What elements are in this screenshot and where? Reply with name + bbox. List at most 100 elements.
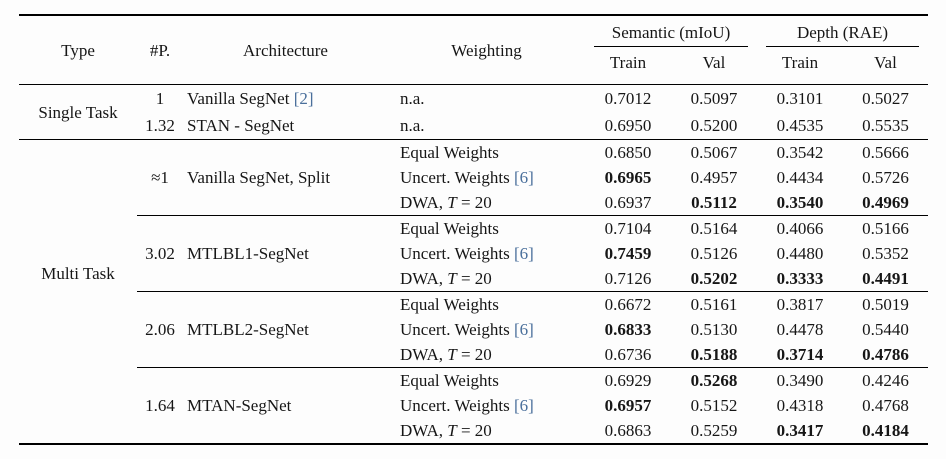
citation-link[interactable]: [6] [514, 244, 534, 263]
cell-sem-train: 0.6833 [604, 320, 652, 339]
table-row: DWA, T = 20 0.6736 0.5188 0.3714 0.4786 [19, 342, 928, 368]
cell-sem-val: 0.5152 [690, 396, 738, 415]
table-row: 1.64 MTAN-SegNet Equal Weights 0.6929 0.… [19, 367, 928, 444]
cell-depth-val: 0.5440 [862, 320, 909, 339]
cell-sem-train: 0.6965 [604, 168, 652, 187]
depth-group-label: Depth (RAE) [766, 23, 919, 47]
math-T: T [447, 421, 457, 440]
cell-weighting: DWA, T = 20 [388, 342, 585, 368]
cell-sem-val: 0.5067 [671, 139, 757, 165]
weighting-label-suffix: = 20 [460, 345, 492, 364]
citation-link[interactable]: [2] [293, 89, 314, 108]
cell-sem-val: 0.5259 [690, 421, 738, 440]
cell-sem-train: 0.7104 [585, 215, 671, 241]
cell-sem-train: 0.6850 [585, 139, 671, 165]
table-row: Uncert. Weights [6] 0.6833 0.5130 0.4478… [19, 317, 928, 342]
table-header: Type #P. Architecture Weighting Semantic… [19, 15, 928, 85]
cell-depth-train: 0.3542 [757, 139, 843, 165]
cell-params: ≈1 [137, 139, 183, 216]
weighting-label-suffix: = 20 [460, 193, 492, 212]
cell-sem-train: 0.6937 [604, 193, 652, 212]
col-header-type: Type [19, 15, 137, 85]
math-T: T [447, 269, 457, 288]
citation-link[interactable]: [6] [514, 396, 534, 415]
citation-link[interactable]: [6] [514, 320, 534, 339]
cell-depth-val: 0.5019 [843, 291, 928, 317]
weighting-label: DWA, [400, 421, 443, 440]
cell-sem-train: 0.6863 [604, 421, 652, 440]
weighting-label: DWA, [400, 193, 443, 212]
cell-depth-train: 0.3490 [757, 367, 843, 393]
cell-depth-val: 0.5726 [862, 168, 909, 187]
cell-weighting: Equal Weights [388, 291, 585, 317]
cell-sem-val: 0.5112 [691, 193, 737, 212]
cell-sem-train: 0.6736 [604, 345, 652, 364]
cell-weighting: DWA, T = 20 [388, 266, 585, 292]
cell-weighting: Uncert. Weights [6] [388, 317, 585, 342]
cell-sem-val: 0.5200 [690, 116, 738, 135]
cell-depth-train: 0.3417 [776, 421, 824, 440]
table-row: Uncert. Weights [6] 0.6965 0.4957 0.4434… [19, 165, 928, 190]
cell-sem-val: 0.5164 [671, 215, 757, 241]
cell-sem-val: 0.5202 [690, 269, 738, 288]
table-row: Uncert. Weights [6] 0.7459 0.5126 0.4480… [19, 241, 928, 266]
cell-sem-train: 0.7126 [604, 269, 652, 288]
semantic-group-label: Semantic (mIoU) [594, 23, 748, 47]
col-header-depth-val: Val [843, 47, 928, 85]
cell-architecture: Vanilla SegNet [2] [183, 85, 388, 113]
math-T: T [447, 345, 457, 364]
table-row: 1.32 STAN - SegNet n.a. 0.6950 0.5200 0.… [19, 112, 928, 140]
cell-architecture: Vanilla SegNet, Split [183, 139, 388, 216]
cell-weighting: Equal Weights [388, 367, 585, 393]
col-header-weighting: Weighting [388, 15, 585, 85]
math-T: T [447, 193, 457, 212]
cell-weighting: n.a. [400, 89, 425, 108]
cell-sem-val: 0.5161 [671, 291, 757, 317]
table-row: DWA, T = 20 0.7126 0.5202 0.3333 0.4491 [19, 266, 928, 292]
cell-depth-train: 0.4480 [776, 244, 824, 263]
cell-depth-val: 0.5535 [862, 116, 909, 135]
cell-architecture: STAN - SegNet [187, 116, 295, 135]
cell-sem-val: 0.4957 [690, 168, 738, 187]
cell-sem-train: 0.7012 [604, 89, 652, 108]
cell-sem-train: 0.6950 [604, 116, 652, 135]
cell-architecture: MTLBL1-SegNet [183, 215, 388, 292]
multi-task-label: Multi Task [41, 264, 115, 283]
cell-depth-train: 0.3540 [776, 193, 824, 212]
cell-weighting: n.a. [400, 116, 425, 135]
cell-depth-train: 0.3714 [776, 345, 824, 364]
cell-sem-train: 0.6672 [585, 291, 671, 317]
cell-depth-val: 0.4969 [862, 193, 909, 212]
citation-link[interactable]: [6] [514, 168, 534, 187]
cell-weighting: DWA, T = 20 [388, 418, 585, 444]
table-row: Single Task 1 Vanilla SegNet [2] n.a. 0.… [19, 85, 928, 122]
cell-depth-val: 0.5666 [843, 139, 928, 165]
cell-weighting: DWA, T = 20 [388, 190, 585, 216]
cell-depth-val: 0.4491 [862, 269, 909, 288]
section-multi-task: Multi Task ≈1 Vanilla SegNet, Split Equa… [19, 139, 928, 444]
weighting-label: Uncert. Weights [400, 168, 510, 187]
cell-weighting: Uncert. Weights [6] [388, 165, 585, 190]
weighting-label: DWA, [400, 345, 443, 364]
cell-sem-val: 0.5268 [671, 367, 757, 393]
weighting-label-suffix: = 20 [460, 421, 492, 440]
cell-params: 3.02 [137, 215, 183, 292]
weighting-label: DWA, [400, 269, 443, 288]
cell-sem-val: 0.5126 [690, 244, 738, 263]
col-header-sem-val: Val [671, 47, 757, 85]
cell-depth-train: 0.3333 [776, 269, 824, 288]
col-header-sem-train: Train [585, 47, 671, 85]
col-group-semantic: Semantic (mIoU) [585, 15, 757, 47]
cell-depth-train: 0.3101 [776, 89, 824, 108]
header-row-groups: Type #P. Architecture Weighting Semantic… [19, 15, 928, 85]
col-group-depth: Depth (RAE) [757, 15, 928, 47]
table-row: DWA, T = 20 0.6863 0.5259 0.3417 0.4184 [19, 418, 928, 444]
col-header-params: #P. [137, 15, 183, 85]
cell-sem-train: 0.7459 [604, 244, 652, 263]
col-header-architecture: Architecture [183, 15, 388, 85]
cell-depth-val: 0.4768 [862, 396, 909, 415]
cell-depth-train: 0.4318 [776, 396, 824, 415]
weighting-label-suffix: = 20 [460, 269, 492, 288]
cell-params: 1 [155, 89, 165, 108]
weighting-label: Uncert. Weights [400, 396, 510, 415]
